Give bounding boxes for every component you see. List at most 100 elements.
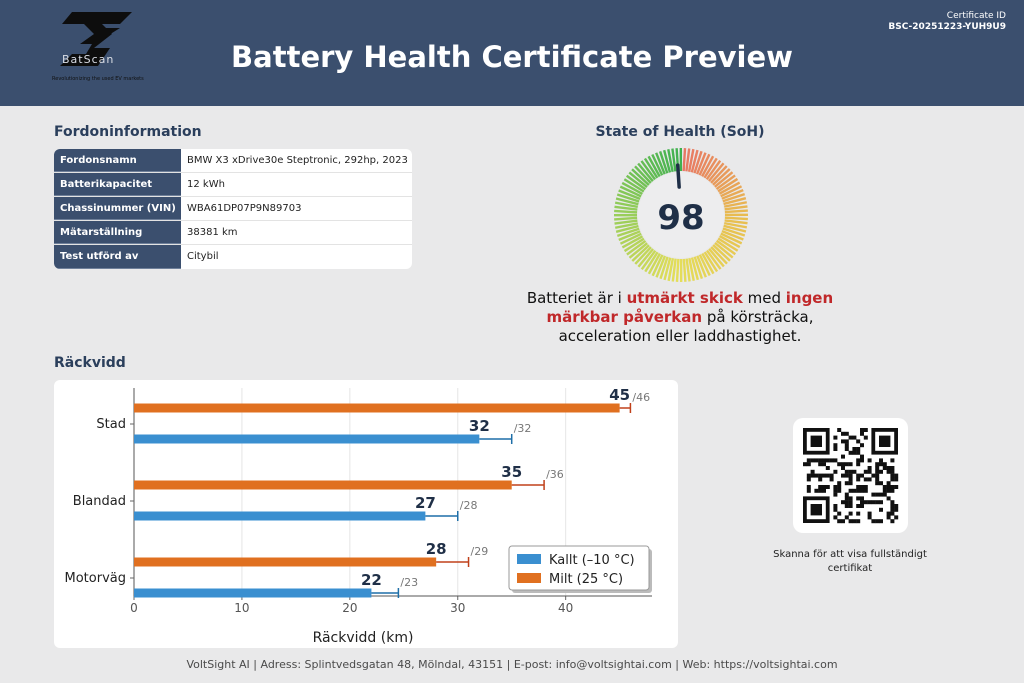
- qr-module: [894, 507, 899, 512]
- qr-module: [829, 473, 834, 478]
- gauge-tick: [647, 155, 661, 178]
- qr-module: [886, 488, 891, 493]
- qr-module: [829, 458, 834, 463]
- gauge-tick: [703, 251, 719, 273]
- gauge-tick: [698, 153, 711, 176]
- qr-module: [844, 492, 849, 497]
- gauge-tick: [714, 171, 734, 188]
- qr-module: [848, 450, 853, 455]
- x-tick-label: 0: [130, 601, 138, 615]
- gauge-tick: [616, 193, 640, 203]
- gauge-tick: [615, 224, 639, 234]
- qr-module: [856, 439, 861, 444]
- gauge-tick: [618, 230, 641, 241]
- gauge-tick: [693, 256, 704, 280]
- bar: [134, 434, 480, 444]
- legend-entry: Milt (25 °C): [549, 572, 623, 587]
- gauge-tick: [628, 171, 648, 188]
- qr-module: [833, 515, 838, 520]
- certificate-id: BSC-20251223-YUH9U9: [888, 22, 1006, 32]
- qr-module: [837, 481, 842, 486]
- x-tick-label: 10: [234, 601, 249, 615]
- qr-code-icon[interactable]: [793, 418, 908, 533]
- soh-gauge: 98: [613, 147, 749, 283]
- qr-module: [848, 462, 853, 467]
- qr-module: [814, 458, 819, 463]
- qr-module: [863, 435, 868, 440]
- bar-value-label: 28: [426, 540, 447, 558]
- qr-module: [871, 473, 876, 478]
- soh-description: Batteriet är i utmärkt skick med ingen m…: [500, 289, 860, 346]
- qr-module: [860, 500, 864, 505]
- qr-module: [833, 469, 838, 474]
- qr-card[interactable]: [793, 418, 908, 533]
- qr-module: [856, 477, 861, 482]
- gauge-tick: [671, 148, 677, 172]
- bar: [134, 511, 426, 521]
- gauge-tick: [724, 209, 748, 214]
- qr-module: [882, 462, 887, 467]
- gauge-tick: [647, 253, 661, 275]
- qr-module: [810, 469, 815, 474]
- gauge-tick: [685, 148, 691, 172]
- qr-module: [886, 496, 891, 501]
- gauge-tick: [663, 257, 672, 281]
- bar-value-label: 32: [469, 417, 490, 435]
- qr-module: [829, 477, 834, 482]
- gauge-tick: [717, 237, 739, 252]
- qr-module: [844, 515, 849, 520]
- gauge-tick: [685, 258, 691, 282]
- bar-max-label: /29: [471, 545, 489, 558]
- qr-module: [875, 492, 880, 497]
- gauge-tick: [614, 201, 638, 209]
- qr-module: [867, 515, 872, 520]
- row-key: Batterikapacitet: [54, 173, 181, 196]
- logo-tagline: Revolutionizing the used EV markets: [52, 76, 144, 82]
- qr-module: [867, 500, 872, 505]
- qr-module: [825, 485, 830, 489]
- qr-module: [875, 519, 880, 524]
- qr-module: [844, 443, 849, 448]
- bar-max-label: /36: [546, 468, 564, 481]
- qr-module: [894, 515, 899, 520]
- soh-highlight: ingen märkbar påverkan: [546, 289, 834, 326]
- qr-module: [833, 458, 838, 463]
- row-key: Test utförd av: [54, 245, 181, 269]
- logo-text: BatScan: [62, 53, 115, 66]
- gauge-tick: [682, 148, 687, 172]
- qr-module: [818, 485, 823, 489]
- qr-module: [837, 519, 842, 524]
- gauge-tick: [628, 242, 648, 259]
- qr-module: [867, 511, 872, 516]
- gauge-tick: [721, 189, 744, 200]
- qr-module: [890, 458, 895, 463]
- gauge-tick: [701, 155, 715, 177]
- bar-max-label: /46: [632, 391, 650, 404]
- qr-caption: Skanna för att visa fullständigt certifi…: [773, 549, 927, 574]
- qr-finder-core: [810, 435, 822, 447]
- qr-module: [886, 469, 891, 474]
- x-tick-label: 30: [450, 601, 465, 615]
- certificate-id-label: Certificate ID: [946, 11, 1006, 21]
- qr-module: [879, 500, 883, 505]
- qr-module: [856, 450, 861, 455]
- qr-module: [871, 519, 876, 524]
- qr-module: [822, 462, 826, 467]
- qr-module: [848, 477, 853, 482]
- qr-module: [882, 488, 887, 493]
- gauge-tick: [714, 242, 734, 259]
- gauge-tick: [615, 197, 639, 206]
- qr-module: [879, 519, 883, 524]
- gauge-tick: [616, 227, 640, 238]
- qr-module: [867, 477, 872, 482]
- range-chart: 0 10 20 30 40 Räckvidd (km) Stad 45/46 32/32 Blan…: [65, 386, 652, 646]
- qr-module: [890, 507, 895, 512]
- qr-module: [886, 511, 891, 516]
- qr-module: [837, 511, 842, 516]
- gauge-tick: [640, 160, 657, 181]
- gauge-tick: [718, 181, 741, 195]
- qr-module: [837, 428, 842, 432]
- qr-module: [825, 458, 830, 463]
- gauge-tick: [614, 205, 638, 211]
- qr-module: [837, 485, 842, 489]
